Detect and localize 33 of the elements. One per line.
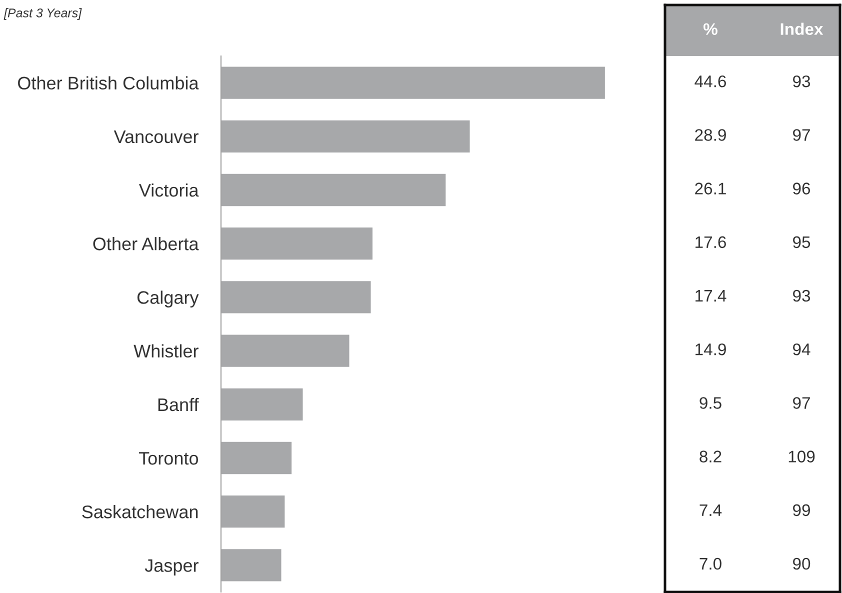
y-tick-label: Other Alberta bbox=[93, 237, 199, 250]
data-label: 17.6 bbox=[696, 236, 726, 248]
data-label: 9.5 bbox=[700, 397, 722, 409]
y-tick-label: Toronto bbox=[138, 452, 198, 465]
text: 97 bbox=[793, 129, 810, 141]
text: 97 bbox=[793, 397, 810, 409]
text: [Past 3 Years] bbox=[4, 8, 82, 20]
data-label: 28.9 bbox=[695, 129, 726, 141]
text: 96 bbox=[793, 182, 810, 194]
text: 93 bbox=[793, 290, 810, 302]
text: 95 bbox=[793, 236, 810, 248]
y-tick-label: Other British Columbia bbox=[18, 76, 199, 90]
data-label: 7.4 bbox=[700, 504, 722, 516]
y-tick-label: Calgary bbox=[137, 290, 199, 308]
text: 109 bbox=[788, 450, 815, 462]
y-tick-label: Jasper bbox=[144, 559, 198, 576]
data-label: 44.6 bbox=[694, 75, 726, 88]
text: 93 bbox=[793, 75, 810, 88]
text: Index bbox=[780, 22, 824, 35]
data-label: 8.2 bbox=[700, 450, 722, 462]
text: 99 bbox=[793, 504, 810, 516]
y-tick-label: Vancouver bbox=[114, 130, 198, 144]
data-label: 26.1 bbox=[695, 182, 726, 194]
text: 90 bbox=[793, 558, 810, 570]
data-label: 7.0 bbox=[700, 558, 722, 570]
text: % bbox=[704, 23, 718, 35]
text: 94 bbox=[793, 343, 810, 356]
y-tick-label: Victoria bbox=[138, 183, 199, 197]
y-tick-label: Banff bbox=[158, 398, 199, 412]
y-tick-label: Whistler bbox=[134, 344, 198, 358]
y-tick-label: Saskatchewan bbox=[82, 505, 198, 518]
data-label: 14.9 bbox=[696, 343, 726, 356]
data-label: 17.4 bbox=[696, 290, 726, 302]
